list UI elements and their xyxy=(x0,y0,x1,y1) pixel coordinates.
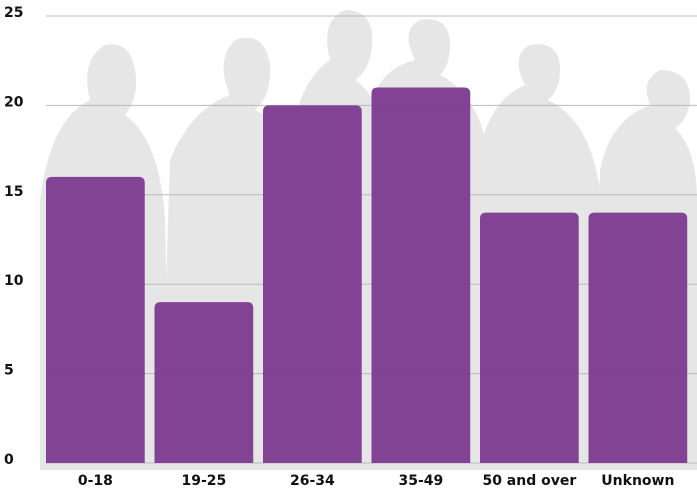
x-tick-label: 50 and over xyxy=(482,473,576,489)
bar xyxy=(263,105,362,464)
bar xyxy=(588,212,688,463)
x-tick-label: 35-49 xyxy=(398,473,443,489)
x-tick-label: Unknown xyxy=(601,473,674,489)
x-tick-label: 19-25 xyxy=(181,473,226,489)
y-tick-label: 15 xyxy=(4,184,23,200)
y-tick-label: 5 xyxy=(4,363,14,379)
y-tick-label: 20 xyxy=(4,94,24,110)
bar xyxy=(46,176,145,464)
y-tick-label: 25 xyxy=(4,5,23,21)
bar xyxy=(371,87,471,464)
y-tick-label: 0 xyxy=(4,452,14,468)
bar xyxy=(480,212,579,463)
x-tick-label: 26-34 xyxy=(290,473,335,489)
bar xyxy=(154,302,254,463)
y-tick-label: 10 xyxy=(4,273,24,289)
x-tick-label: 0-18 xyxy=(78,473,113,489)
